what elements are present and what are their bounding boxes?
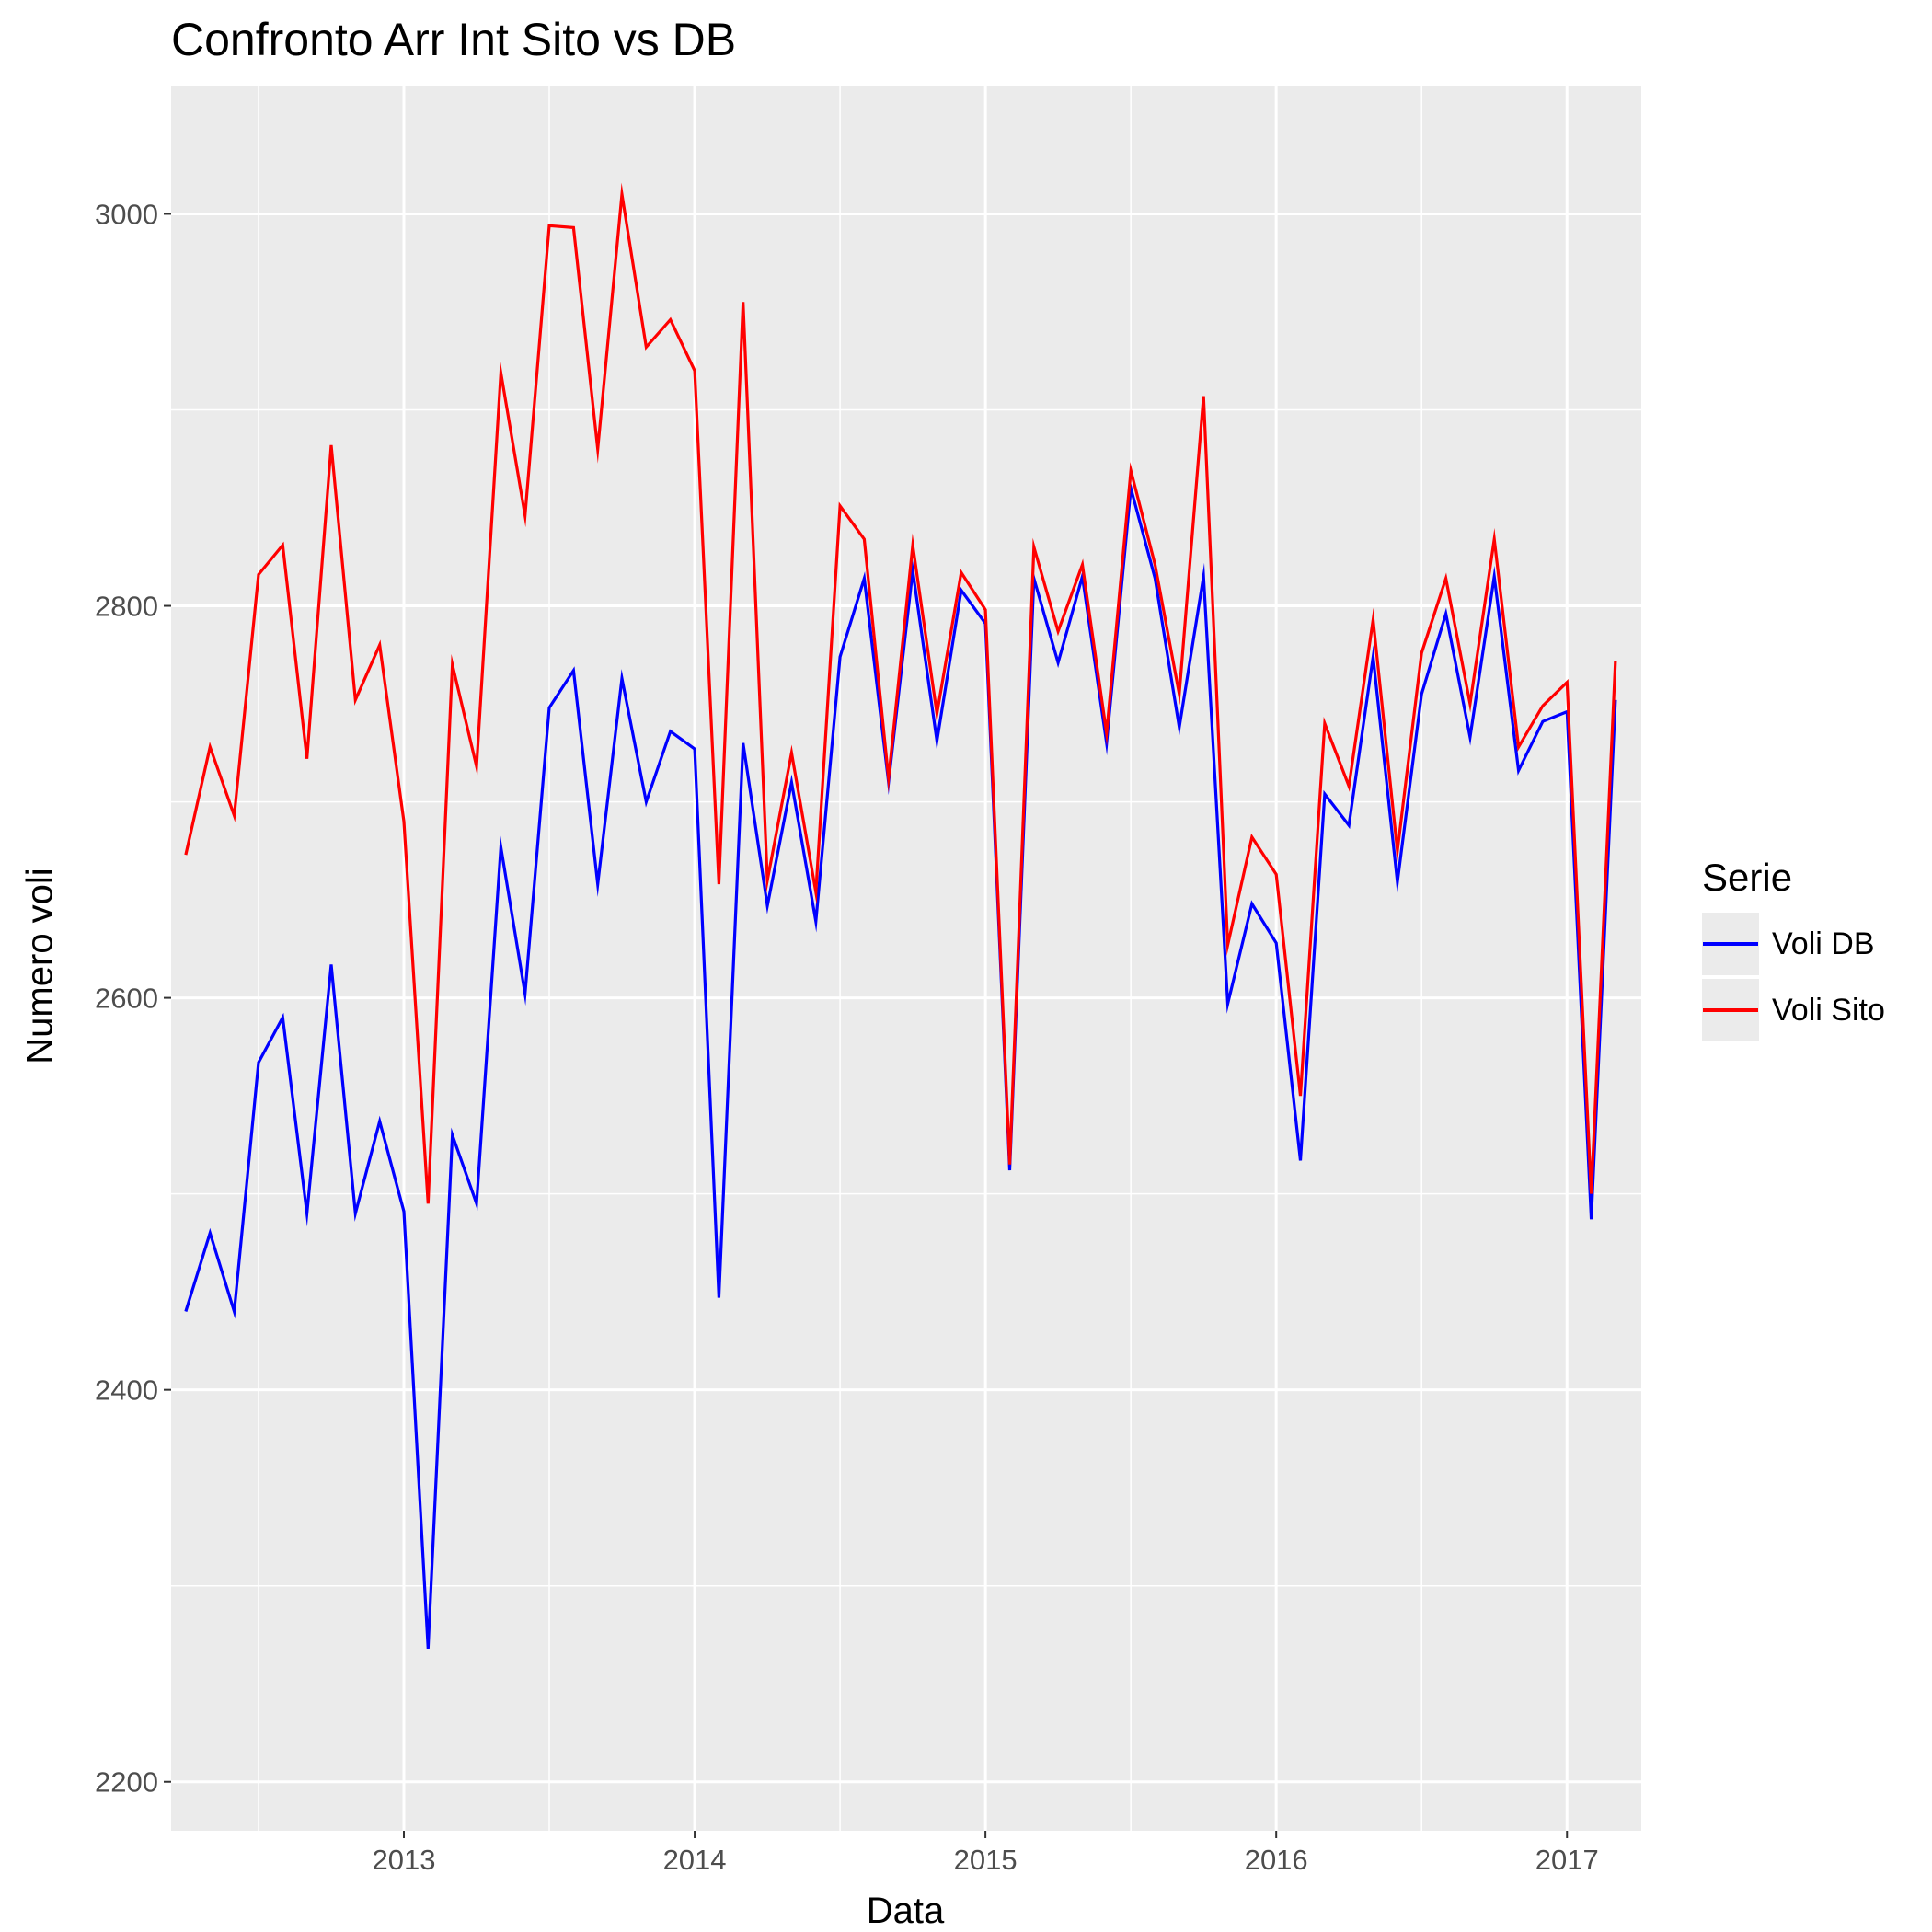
- axes: 2200 2400 2600 2800 3000 2013 2014 2015 2016 2017: [95, 198, 1599, 1876]
- x-tick-label: 2017: [1535, 1844, 1599, 1876]
- y-tick-label: 2200: [95, 1766, 158, 1799]
- series-line-voli-db: [184, 479, 1617, 1649]
- legend-label-voli-db: Voli DB: [1772, 926, 1875, 961]
- series-line-voli-sito: [184, 182, 1617, 1204]
- y-tick-label: 2400: [95, 1374, 158, 1407]
- series-lines: [184, 182, 1617, 1649]
- legend-title: Serie: [1702, 856, 1793, 899]
- legend-line-voli-db: [1703, 942, 1758, 946]
- legend-line-voli-sito: [1703, 1008, 1758, 1012]
- legend-key-voli-sito: [1702, 979, 1759, 1041]
- x-tick-label: 2015: [954, 1844, 1018, 1876]
- legend-item-voli-sito: Voli Sito: [1702, 977, 1885, 1043]
- y-tick-label: 2800: [95, 591, 158, 623]
- legend-label-voli-sito: Voli Sito: [1772, 992, 1885, 1028]
- x-axis-label: Data: [866, 1891, 945, 1931]
- x-tick-label: 2013: [373, 1844, 436, 1876]
- y-tick-label: 2600: [95, 983, 158, 1015]
- x-tick-label: 2016: [1245, 1844, 1308, 1876]
- plot-panel: [171, 86, 1641, 1831]
- x-tick-label: 2014: [663, 1844, 727, 1876]
- legend: Serie Voli DB Voli Sito: [1702, 856, 1885, 1043]
- y-tick-label: 3000: [95, 198, 158, 230]
- chart-title: Confronto Arr Int Sito vs DB: [171, 14, 737, 65]
- legend-item-voli-db: Voli DB: [1702, 911, 1885, 977]
- legend-key-voli-db: [1702, 913, 1759, 975]
